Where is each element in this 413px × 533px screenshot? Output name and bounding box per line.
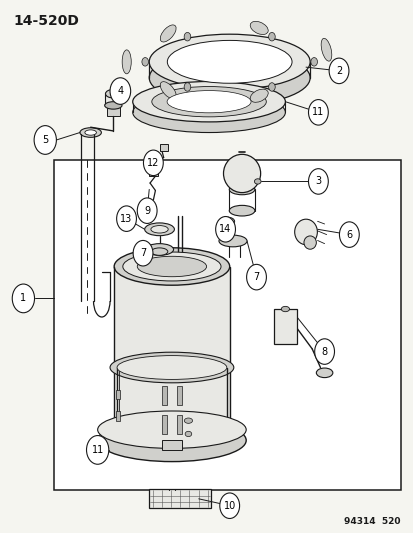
Circle shape [143,150,163,175]
Ellipse shape [316,368,332,377]
Ellipse shape [152,86,266,117]
Ellipse shape [249,89,268,102]
Circle shape [184,33,190,41]
Circle shape [339,222,358,247]
Text: 4: 4 [117,86,123,96]
Ellipse shape [97,419,246,462]
Ellipse shape [185,431,191,437]
Ellipse shape [160,82,176,99]
Circle shape [12,284,34,313]
Text: 14-520D: 14-520D [13,14,79,28]
Ellipse shape [167,41,291,83]
Text: 13: 13 [120,214,132,224]
Circle shape [310,58,317,66]
Ellipse shape [105,90,121,98]
Text: 7: 7 [253,272,259,282]
Ellipse shape [249,21,268,35]
Ellipse shape [145,244,173,255]
Ellipse shape [280,306,289,312]
Ellipse shape [97,411,246,448]
Ellipse shape [133,92,285,133]
FancyBboxPatch shape [273,309,296,344]
Circle shape [110,78,131,104]
Circle shape [314,339,334,365]
Ellipse shape [218,235,247,247]
Circle shape [86,435,109,464]
Ellipse shape [218,217,234,225]
Ellipse shape [104,102,122,109]
FancyBboxPatch shape [161,386,166,405]
FancyBboxPatch shape [107,104,120,116]
Ellipse shape [167,91,250,113]
Circle shape [116,206,136,231]
Ellipse shape [303,236,316,249]
Circle shape [246,264,266,290]
Ellipse shape [151,248,167,255]
Text: 11: 11 [91,445,104,455]
Text: 94314  520: 94314 520 [344,517,400,526]
FancyBboxPatch shape [159,144,167,151]
FancyBboxPatch shape [116,411,120,421]
Text: 14: 14 [219,224,231,235]
Ellipse shape [149,34,309,90]
FancyBboxPatch shape [161,415,166,434]
Ellipse shape [147,165,157,169]
FancyBboxPatch shape [105,93,121,106]
Circle shape [219,493,239,519]
Circle shape [328,58,348,84]
Ellipse shape [110,352,233,383]
Text: 3: 3 [315,176,320,187]
Ellipse shape [184,418,192,423]
FancyBboxPatch shape [54,160,400,490]
Text: 11: 11 [311,107,324,117]
FancyBboxPatch shape [177,386,182,405]
Circle shape [215,216,235,242]
Ellipse shape [80,128,101,138]
Ellipse shape [114,248,229,285]
Circle shape [137,198,157,223]
Text: 1: 1 [20,293,26,303]
Ellipse shape [229,184,254,195]
Ellipse shape [149,50,309,106]
Ellipse shape [223,155,260,192]
Ellipse shape [160,25,176,42]
Text: 10: 10 [223,500,235,511]
FancyBboxPatch shape [149,489,211,508]
FancyBboxPatch shape [116,390,120,399]
Ellipse shape [229,205,254,216]
Text: 9: 9 [144,206,150,216]
Text: 5: 5 [42,135,48,145]
Text: 2: 2 [335,66,341,76]
Ellipse shape [133,82,285,122]
Text: 8: 8 [321,346,327,357]
Circle shape [184,83,190,91]
FancyBboxPatch shape [149,167,158,176]
Circle shape [268,83,275,91]
Ellipse shape [123,252,221,281]
FancyBboxPatch shape [161,440,182,450]
Text: 6: 6 [345,230,351,240]
Circle shape [34,126,56,155]
Circle shape [268,33,275,41]
Ellipse shape [294,219,317,245]
Ellipse shape [85,130,96,135]
Ellipse shape [137,256,206,277]
Ellipse shape [150,225,168,233]
Circle shape [133,240,152,266]
Ellipse shape [320,38,331,61]
Ellipse shape [254,179,261,184]
Text: 12: 12 [147,158,159,168]
FancyBboxPatch shape [177,415,182,434]
Ellipse shape [117,356,226,379]
Circle shape [308,100,328,125]
Ellipse shape [122,50,131,74]
Circle shape [142,58,148,66]
FancyBboxPatch shape [114,266,229,439]
Circle shape [308,168,328,194]
Ellipse shape [145,223,174,236]
Text: 7: 7 [140,248,146,258]
